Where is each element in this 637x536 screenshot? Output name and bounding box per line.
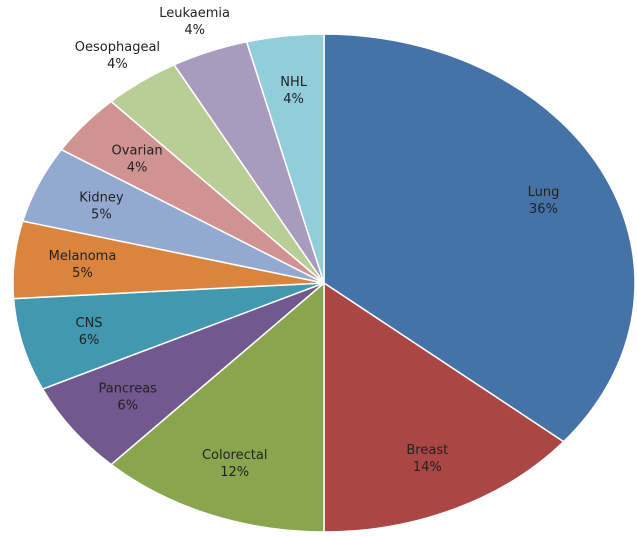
slice-value-label: 5% bbox=[91, 207, 112, 222]
slice-label: Lung bbox=[528, 185, 560, 200]
slice-label: Breast bbox=[406, 443, 448, 458]
slice-value-label: 4% bbox=[184, 23, 205, 38]
slice-label: Melanoma bbox=[49, 249, 117, 264]
slice-label: Pancreas bbox=[99, 382, 158, 397]
slice-value-label: 5% bbox=[72, 266, 93, 281]
slice-label: Leukaemia bbox=[159, 6, 230, 21]
slice-label: NHL bbox=[280, 75, 308, 90]
pie-slice bbox=[245, 33, 325, 284]
slice-value-label: 4% bbox=[283, 92, 304, 107]
pie-slice bbox=[109, 281, 325, 533]
slice-value-label: 6% bbox=[117, 399, 138, 414]
slice-value-label: 14% bbox=[413, 460, 442, 475]
slice-label: Kidney bbox=[79, 190, 124, 205]
pie-slice bbox=[323, 33, 636, 443]
slice-label: Ovarian bbox=[112, 144, 163, 159]
slice-label: Oesophageal bbox=[75, 40, 160, 55]
slice-label: Colorectal bbox=[202, 448, 267, 463]
slice-value-label: 12% bbox=[220, 465, 249, 480]
slice-value-label: 6% bbox=[79, 333, 100, 348]
slice-value-label: 4% bbox=[127, 161, 148, 176]
slice-value-label: 36% bbox=[529, 202, 558, 217]
slice-label: CNS bbox=[76, 316, 103, 331]
slice-value-label: 4% bbox=[107, 57, 128, 72]
pie-slice bbox=[323, 281, 565, 533]
